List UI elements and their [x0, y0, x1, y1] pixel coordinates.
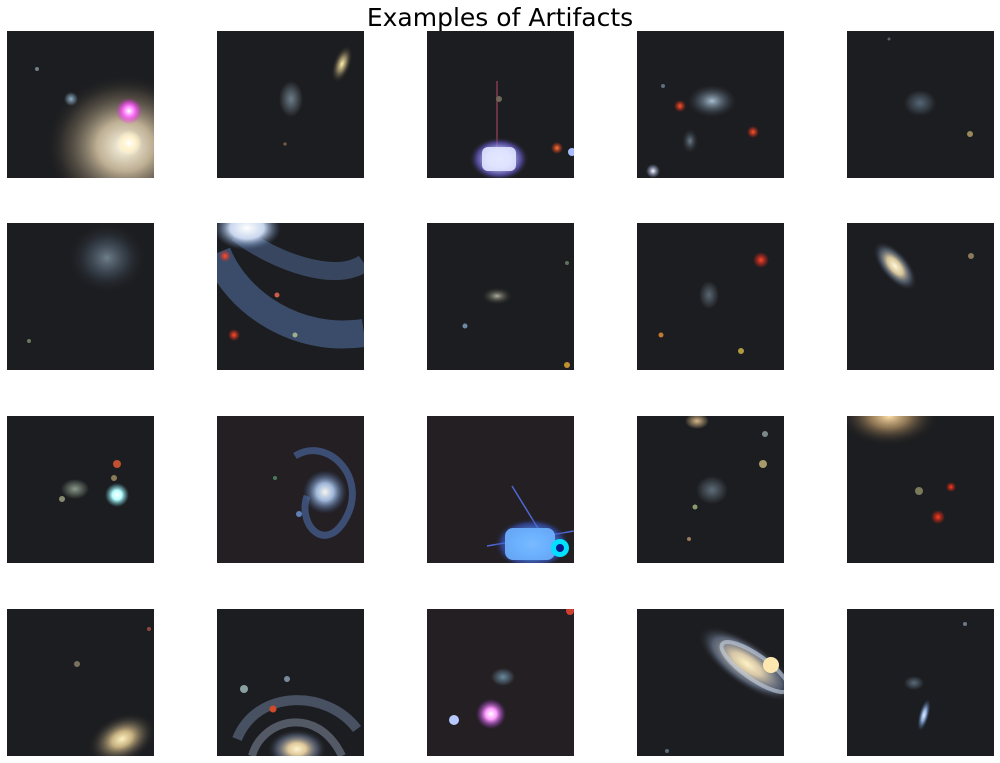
galaxy-cutout-r4c1	[7, 609, 154, 756]
galaxy-cutout-r4c3	[427, 609, 574, 756]
image-panel-r1c4	[637, 31, 784, 178]
image-panel-r3c4	[637, 416, 784, 563]
galaxy-cutout-r1c2	[217, 31, 364, 178]
galaxy-cutout-r2c4	[637, 223, 784, 370]
image-panel-r4c2	[217, 609, 364, 756]
galaxy-cutout-r1c3	[427, 31, 574, 178]
galaxy-cutout-r2c1	[7, 223, 154, 370]
galaxy-cutout-r3c3	[427, 416, 574, 563]
image-panel-r2c1	[7, 223, 154, 370]
galaxy-cutout-r3c4	[637, 416, 784, 563]
image-panel-r4c1	[7, 609, 154, 756]
galaxy-cutout-r1c1	[7, 31, 154, 178]
image-panel-r2c4	[637, 223, 784, 370]
image-panel-r4c4	[637, 609, 784, 756]
image-panel-r1c5	[847, 31, 994, 178]
image-panel-r3c1	[7, 416, 154, 563]
galaxy-cutout-r4c5	[847, 609, 994, 756]
galaxy-cutout-r3c2	[217, 416, 364, 563]
galaxy-cutout-r4c4	[637, 609, 784, 756]
image-panel-r1c2	[217, 31, 364, 178]
image-panel-r2c3	[427, 223, 574, 370]
galaxy-cutout-r2c3	[427, 223, 574, 370]
image-panel-r3c3	[427, 416, 574, 563]
image-panel-r2c5	[847, 223, 994, 370]
image-panel-r2c2	[217, 223, 364, 370]
image-panel-r4c3	[427, 609, 574, 756]
image-panel-r1c1	[7, 31, 154, 178]
galaxy-cutout-r3c1	[7, 416, 154, 563]
galaxy-cutout-r4c2	[217, 609, 364, 756]
image-panel-r3c5	[847, 416, 994, 563]
image-panel-r1c3	[427, 31, 574, 178]
galaxy-cutout-r2c2	[217, 223, 364, 370]
image-panel-r4c5	[847, 609, 994, 756]
galaxy-cutout-r1c4	[637, 31, 784, 178]
figure-title: Examples of Artifacts	[366, 3, 634, 32]
image-panel-r3c2	[217, 416, 364, 563]
galaxy-cutout-r3c5	[847, 416, 994, 563]
galaxy-cutout-r1c5	[847, 31, 994, 178]
galaxy-cutout-r2c5	[847, 223, 994, 370]
